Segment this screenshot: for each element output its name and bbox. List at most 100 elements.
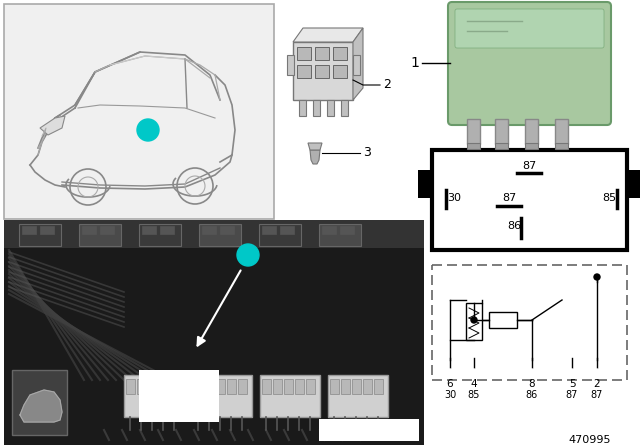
- Bar: [262, 379, 271, 394]
- Text: 3: 3: [363, 146, 371, 159]
- Bar: [4, 220, 424, 248]
- Bar: [139, 224, 181, 246]
- Polygon shape: [495, 143, 508, 149]
- Circle shape: [593, 369, 601, 377]
- Bar: [319, 224, 361, 246]
- Text: 85: 85: [602, 193, 616, 203]
- Bar: [12, 370, 67, 435]
- Bar: [295, 379, 304, 394]
- Bar: [525, 119, 538, 144]
- Bar: [139, 370, 219, 422]
- Bar: [260, 375, 320, 417]
- Text: 6: 6: [447, 379, 453, 389]
- Text: 87: 87: [502, 193, 516, 203]
- Bar: [328, 375, 388, 417]
- Bar: [627, 170, 640, 198]
- Circle shape: [528, 369, 536, 377]
- Bar: [333, 47, 347, 60]
- Bar: [466, 303, 482, 340]
- Bar: [327, 100, 334, 116]
- Text: 1: 1: [143, 124, 152, 137]
- Bar: [199, 224, 241, 246]
- Text: 86: 86: [526, 390, 538, 400]
- Bar: [315, 65, 329, 78]
- Bar: [333, 65, 347, 78]
- Bar: [202, 226, 216, 234]
- Text: K19: K19: [161, 378, 197, 396]
- Bar: [495, 119, 508, 144]
- FancyBboxPatch shape: [455, 9, 604, 48]
- Bar: [418, 170, 432, 198]
- Text: 85: 85: [468, 390, 480, 400]
- Bar: [227, 379, 236, 394]
- Bar: [306, 379, 315, 394]
- Bar: [287, 55, 294, 75]
- Bar: [280, 226, 294, 234]
- Bar: [363, 379, 372, 394]
- Bar: [19, 224, 61, 246]
- Text: 5: 5: [569, 379, 575, 389]
- Bar: [4, 220, 424, 445]
- Polygon shape: [20, 390, 62, 422]
- Text: 2: 2: [594, 379, 600, 389]
- Text: 2: 2: [383, 78, 391, 91]
- Bar: [159, 379, 168, 394]
- Bar: [205, 379, 214, 394]
- Polygon shape: [525, 143, 538, 149]
- Bar: [273, 379, 282, 394]
- Bar: [40, 226, 54, 234]
- Bar: [262, 226, 276, 234]
- Bar: [467, 119, 480, 144]
- Circle shape: [594, 274, 600, 280]
- Circle shape: [470, 369, 478, 377]
- Bar: [170, 379, 179, 394]
- Text: 86: 86: [507, 221, 521, 231]
- Bar: [4, 4, 274, 219]
- Bar: [82, 226, 96, 234]
- Polygon shape: [293, 28, 363, 42]
- Polygon shape: [308, 143, 322, 150]
- Polygon shape: [555, 143, 568, 149]
- Bar: [340, 226, 354, 234]
- Text: 87: 87: [522, 161, 536, 171]
- Bar: [220, 226, 234, 234]
- Bar: [341, 100, 348, 116]
- Circle shape: [568, 369, 576, 377]
- Bar: [137, 379, 146, 394]
- Circle shape: [471, 317, 477, 323]
- Bar: [313, 100, 320, 116]
- Bar: [148, 379, 157, 394]
- Bar: [297, 65, 311, 78]
- Bar: [293, 42, 353, 100]
- Text: 8: 8: [529, 379, 535, 389]
- Bar: [432, 265, 627, 380]
- Bar: [284, 379, 293, 394]
- Bar: [160, 226, 174, 234]
- Bar: [330, 379, 339, 394]
- Bar: [192, 375, 252, 417]
- Bar: [432, 150, 627, 250]
- Bar: [319, 419, 419, 441]
- Text: 87: 87: [591, 390, 603, 400]
- Text: 87: 87: [566, 390, 578, 400]
- Bar: [374, 379, 383, 394]
- Bar: [216, 379, 225, 394]
- Bar: [489, 312, 517, 328]
- Bar: [124, 375, 184, 417]
- Circle shape: [237, 244, 259, 266]
- Text: 30: 30: [444, 390, 456, 400]
- Bar: [299, 100, 306, 116]
- Circle shape: [446, 369, 454, 377]
- Polygon shape: [353, 28, 363, 100]
- FancyBboxPatch shape: [448, 2, 611, 125]
- Bar: [322, 226, 336, 234]
- Bar: [341, 379, 350, 394]
- Bar: [353, 55, 360, 75]
- Bar: [100, 226, 114, 234]
- Bar: [259, 224, 301, 246]
- Bar: [352, 379, 361, 394]
- Text: 193001: 193001: [345, 423, 393, 436]
- Bar: [194, 379, 203, 394]
- Polygon shape: [467, 143, 480, 149]
- Bar: [126, 379, 135, 394]
